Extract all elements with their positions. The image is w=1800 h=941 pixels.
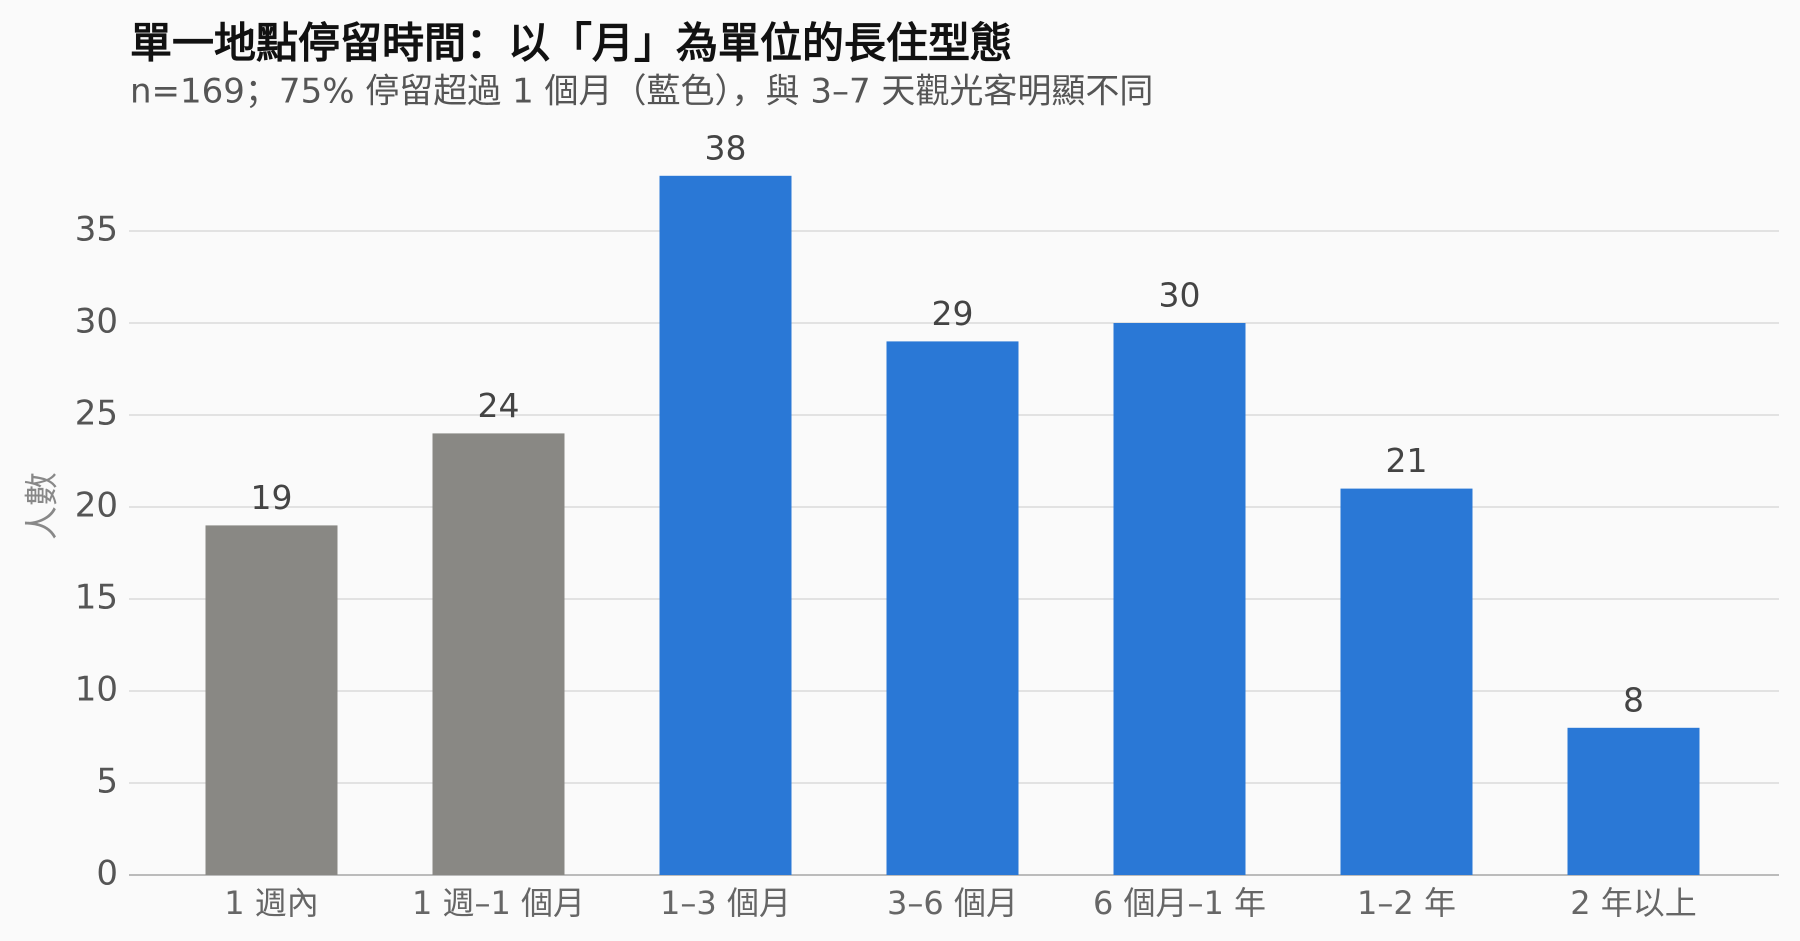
x-tick-label: 1–2 年 bbox=[1357, 884, 1456, 922]
data-label: 21 bbox=[1386, 441, 1428, 480]
y-tick-label: 35 bbox=[75, 210, 118, 250]
x-tick-label: 2 年以上 bbox=[1570, 884, 1697, 922]
x-tick-label: 1 週內 bbox=[224, 884, 319, 922]
y-tick-label: 5 bbox=[96, 762, 118, 802]
x-tick-label: 1–3 個月 bbox=[660, 884, 791, 922]
data-label: 8 bbox=[1623, 680, 1644, 719]
y-tick-label: 25 bbox=[75, 394, 118, 434]
x-tick-label: 3–6 個月 bbox=[887, 884, 1018, 922]
data-label: 29 bbox=[932, 294, 974, 333]
x-tick-label: 1 週–1 個月 bbox=[412, 884, 585, 922]
x-tick-label: 6 個月–1 年 bbox=[1093, 884, 1266, 922]
bar bbox=[205, 525, 338, 875]
y-tick-label: 15 bbox=[75, 578, 118, 618]
data-label: 24 bbox=[478, 386, 520, 425]
chart-title: 單一地點停留時間：以「月」為單位的長住型態 bbox=[130, 19, 1012, 68]
bar bbox=[432, 433, 565, 875]
chart-subtitle: n=169；75% 停留超過 1 個月（藍色），與 3–7 天觀光客明顯不同 bbox=[130, 72, 1153, 112]
bar bbox=[659, 175, 792, 876]
data-label: 30 bbox=[1159, 276, 1201, 315]
y-tick-label: 20 bbox=[75, 486, 118, 526]
y-tick-label: 30 bbox=[75, 302, 118, 342]
y-axis-label: 人數 bbox=[23, 472, 63, 540]
bar bbox=[1340, 488, 1473, 875]
data-label: 38 bbox=[705, 128, 747, 167]
bar bbox=[886, 341, 1019, 875]
bar bbox=[1113, 323, 1246, 875]
data-label: 19 bbox=[251, 478, 293, 517]
y-tick-label: 0 bbox=[96, 854, 118, 894]
bar bbox=[1567, 727, 1700, 875]
y-tick-label: 10 bbox=[75, 670, 118, 710]
